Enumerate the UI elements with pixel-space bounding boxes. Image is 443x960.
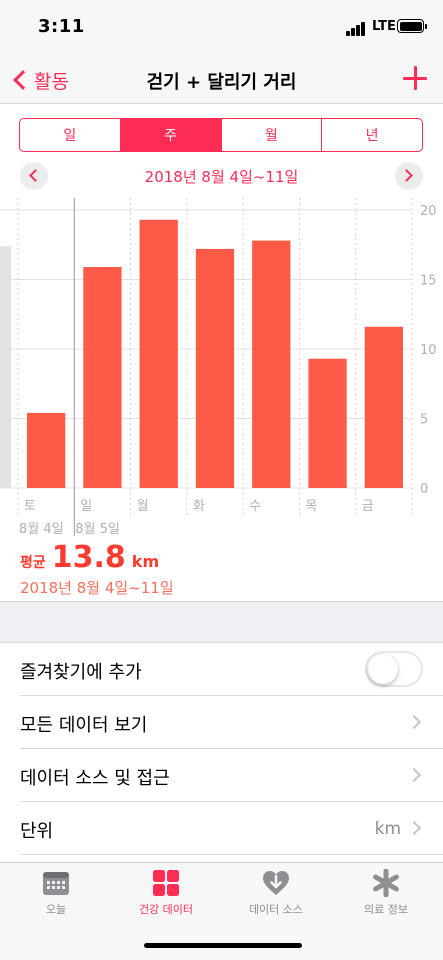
chevron-right-icon [406,820,422,836]
home-indicator [144,943,302,948]
tab-label: 의료 정보 [364,903,408,916]
battery-icon [397,19,427,33]
chart-bar [27,412,66,488]
add-button[interactable] [403,66,427,90]
divider [0,601,443,602]
chevron-right-icon [406,714,422,730]
status-bar: 3:11 LTE [0,0,443,56]
chart-bar [308,358,347,488]
average-unit: km [131,552,160,571]
favorites-row: 즐겨찾기에 추가 [0,643,443,696]
toggle-knob [368,654,398,684]
date-label: 8월 4일 [19,522,64,537]
network-label: LTE [372,19,396,34]
tab-data-sources[interactable]: 데이터 소스 [221,869,331,925]
grid-icon [152,869,180,897]
tab-label: 건강 데이터 [138,903,194,916]
data-sources-row[interactable]: 데이터 소스 및 접근 [0,749,443,802]
section-gap [0,602,443,642]
bar-chart: 20 15 10 5 0 토 일 월 화 수 목 금 8월 4일 8월 5일 [0,198,437,537]
settings-list: 즐겨찾기에 추가 모든 데이터 보기 데이터 소스 및 접근 단위 km [0,642,443,855]
next-period-button[interactable] [395,162,423,190]
period-tab-month[interactable]: 월 [220,119,322,151]
calendar-icon [42,869,70,897]
unit-label: 단위 [20,821,54,842]
tab-today[interactable]: 오늘 [1,869,111,925]
x-tick-label: 월 [137,499,149,514]
x-tick-label: 토 [24,499,36,514]
chart-bar [195,248,235,488]
period-tab-year[interactable]: 년 [321,119,422,151]
date-label: 8월 5일 [75,522,120,537]
x-tick-label: 금 [362,499,374,514]
chevron-right-icon [406,767,422,783]
y-tick-label: 20 [420,204,437,219]
asterisk-icon [372,868,400,898]
previous-period-bar [0,246,11,488]
average-label: 평균 [20,555,46,571]
chart-bar [364,326,403,488]
chart-bar [139,219,178,489]
tab-health-data[interactable]: 건강 데이터 [111,869,221,925]
signal-icon [346,22,368,36]
date-navigation: 2018년 8월 4일~11일 [0,160,443,192]
date-range: 2018년 8월 4일~11일 [144,168,299,186]
chart-bar [83,266,122,488]
tab-label: 데이터 소스 [248,903,304,916]
favorites-label: 즐겨찾기에 추가 [20,662,142,683]
tab-medical-id[interactable]: 의료 정보 [331,868,441,925]
all-data-row[interactable]: 모든 데이터 보기 [0,696,443,749]
y-tick-label: 0 [420,482,428,497]
period-tab-week[interactable]: 주 [119,119,221,151]
heart-download-icon [262,869,290,897]
x-tick-label: 수 [249,499,261,514]
y-tick-label: 10 [420,343,437,358]
average-date-range: 2018년 8월 4일~11일 [20,579,174,597]
back-button[interactable]: 활동 [8,64,69,96]
status-time: 3:11 [38,16,85,37]
chart-bar [252,240,291,488]
previous-period-button[interactable] [20,162,48,190]
x-tick-label: 일 [80,499,92,514]
all-data-label: 모든 데이터 보기 [20,715,148,736]
tab-label: 오늘 [45,903,67,916]
period-tab-day[interactable]: 일 [63,128,77,144]
distance-chart[interactable]: 20 15 10 5 0 토 일 월 화 수 목 금 8월 4일 8월 5일 [0,198,443,598]
unit-value: km [374,819,401,839]
x-tick-label: 목 [305,499,317,514]
y-tick-label: 15 [420,274,437,289]
data-sources-label: 데이터 소스 및 접근 [20,768,170,789]
average-summary: 평균 13.8 km 2018년 8월 4일~11일 [20,540,174,598]
back-label: 활동 [34,70,69,93]
average-value: 13.8 [51,540,126,575]
page-title: 걷기 + 달리기 거리 [146,72,297,93]
favorites-toggle[interactable] [365,651,423,687]
x-tick-label: 화 [193,499,205,514]
chevron-right-icon [400,169,413,182]
navigation-bar: 활동 걷기 + 달리기 거리 [0,56,443,104]
period-segmented-control: 일 주 월 년 [19,118,423,152]
y-tick-label: 5 [420,413,428,428]
unit-row[interactable]: 단위 km [0,802,443,855]
